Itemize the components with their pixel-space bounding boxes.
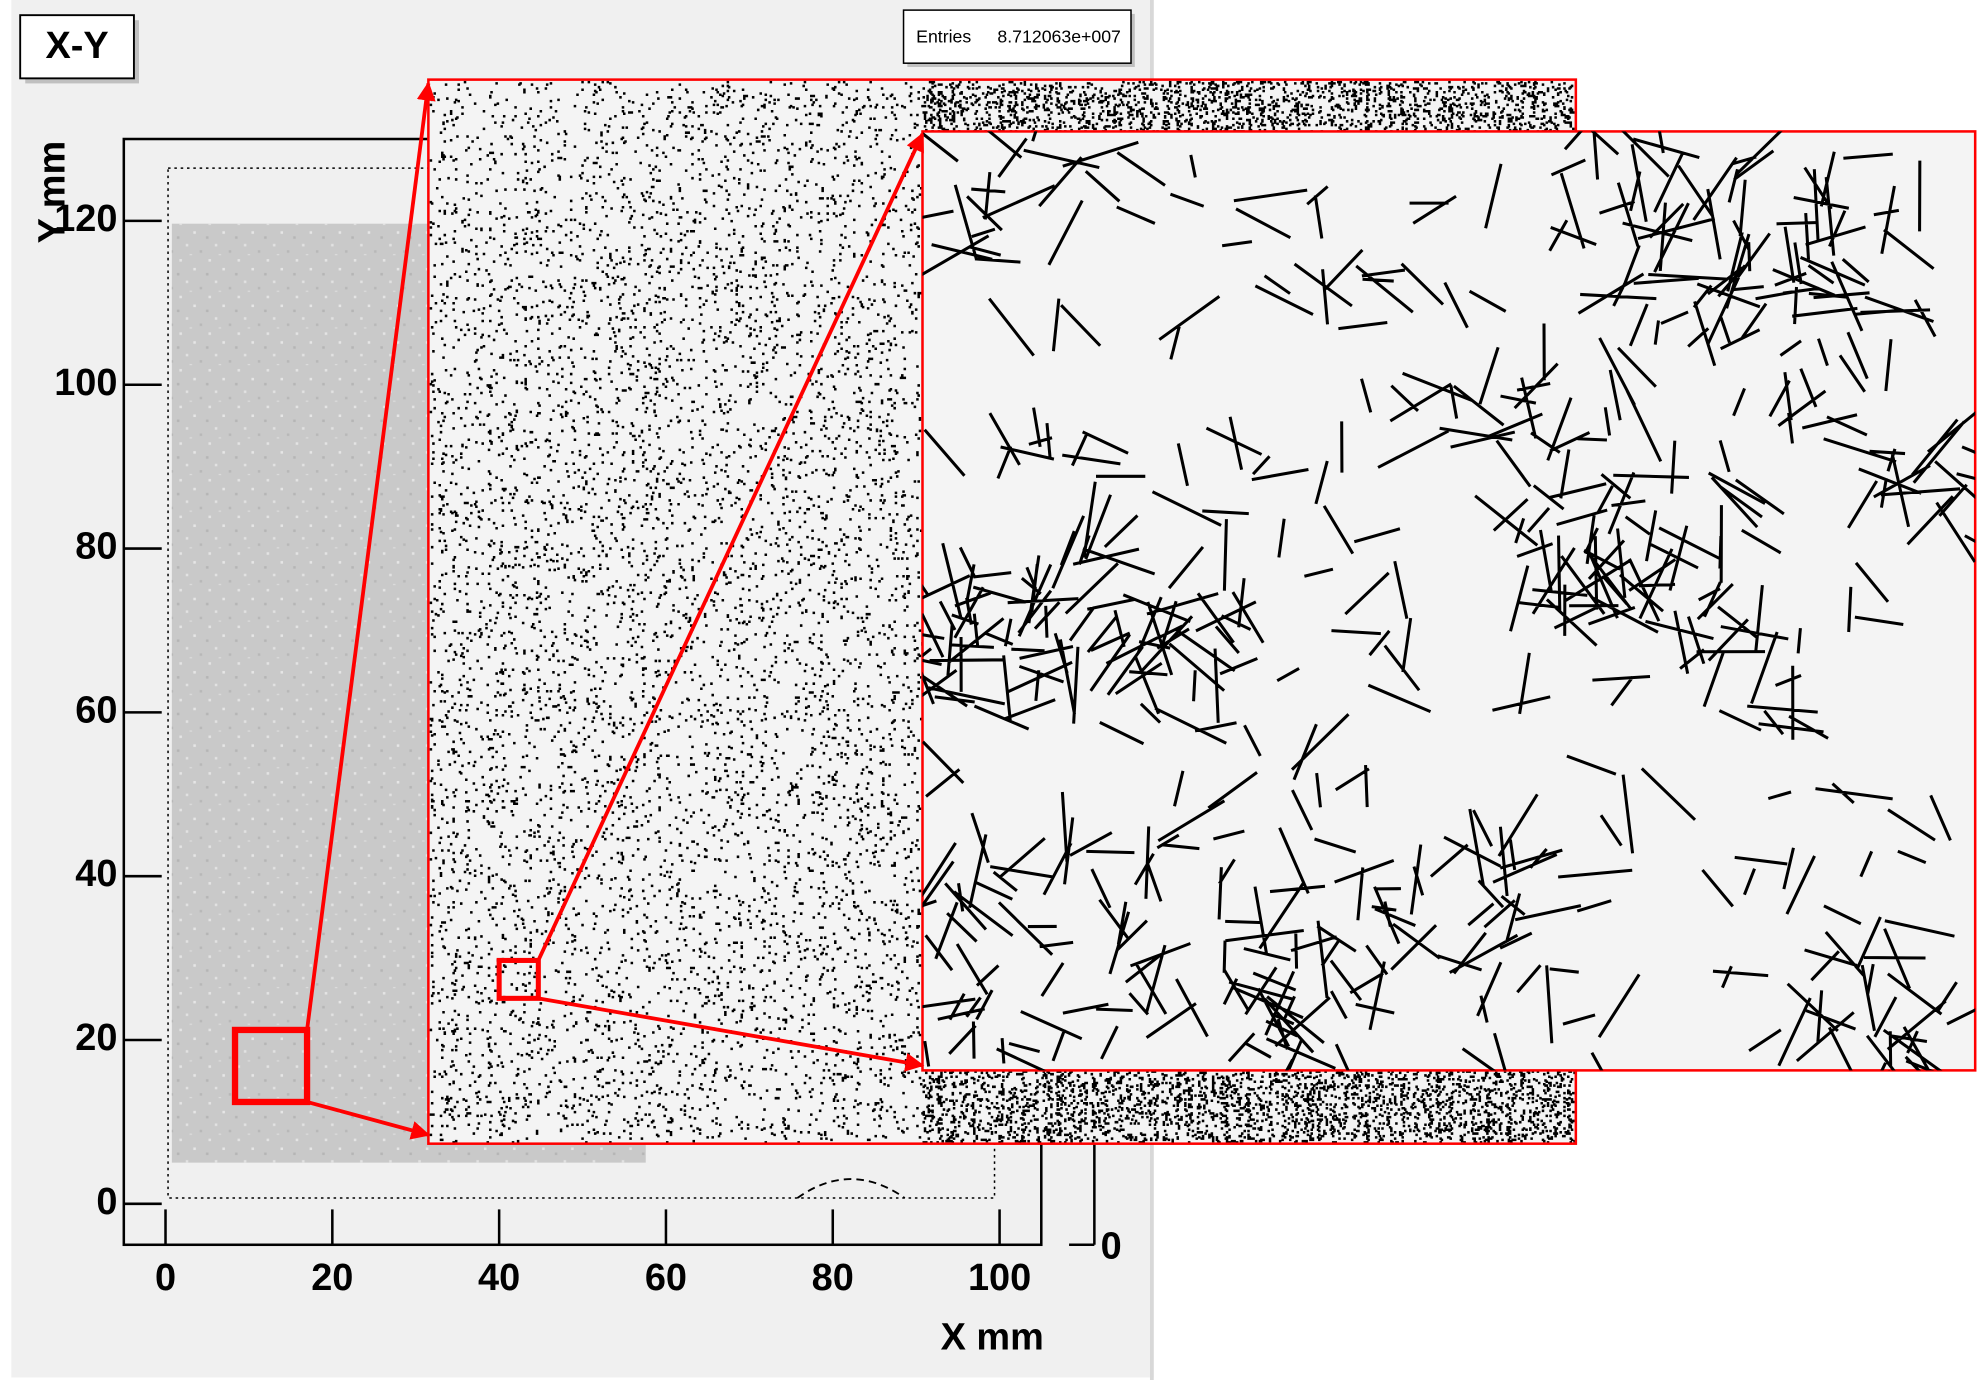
z-tick-label: 0 — [1101, 1226, 1122, 1268]
y-tick-label: 0 — [96, 1181, 117, 1223]
y-tick-label: 120 — [54, 198, 117, 240]
stats-box: Entries 8.712063e+007 — [902, 9, 1135, 67]
zoom-box-2 — [496, 957, 541, 1001]
x-tick-label: 100 — [968, 1257, 1031, 1299]
y-tick-label: 80 — [75, 526, 117, 568]
zoom-arrow — [537, 996, 925, 1072]
title-frame — [19, 14, 135, 80]
y-tick-label: 60 — [75, 689, 117, 731]
inset-2-tracks — [922, 131, 1976, 1071]
stats-label: Entries — [916, 27, 971, 47]
zoom-arrow — [536, 132, 925, 962]
x-tick-label: 0 — [155, 1257, 176, 1299]
zoom-arrow — [305, 81, 436, 1031]
x-tick-label: 20 — [311, 1257, 353, 1299]
chart-title: X-Y — [45, 25, 108, 67]
y-tick-label: 20 — [75, 1017, 117, 1059]
stats-value: 8.712063e+007 — [997, 27, 1120, 47]
x-axis-title: X mm — [941, 1317, 1044, 1359]
x-tick-label: 60 — [645, 1257, 687, 1299]
dashed-arc — [796, 1178, 906, 1199]
y-tick-label: 100 — [54, 362, 117, 404]
x-tick-label: 40 — [478, 1257, 520, 1299]
zoom-box-1 — [231, 1026, 311, 1106]
zoom-insets — [231, 78, 1977, 1145]
zoom-arrow — [306, 1100, 431, 1140]
stats-frame — [902, 9, 1132, 64]
y-tick-label: 40 — [75, 853, 117, 895]
title-box: X-Y — [19, 14, 139, 84]
x-tick-label: 80 — [812, 1257, 854, 1299]
y-axis-title: Y mm — [31, 141, 73, 244]
